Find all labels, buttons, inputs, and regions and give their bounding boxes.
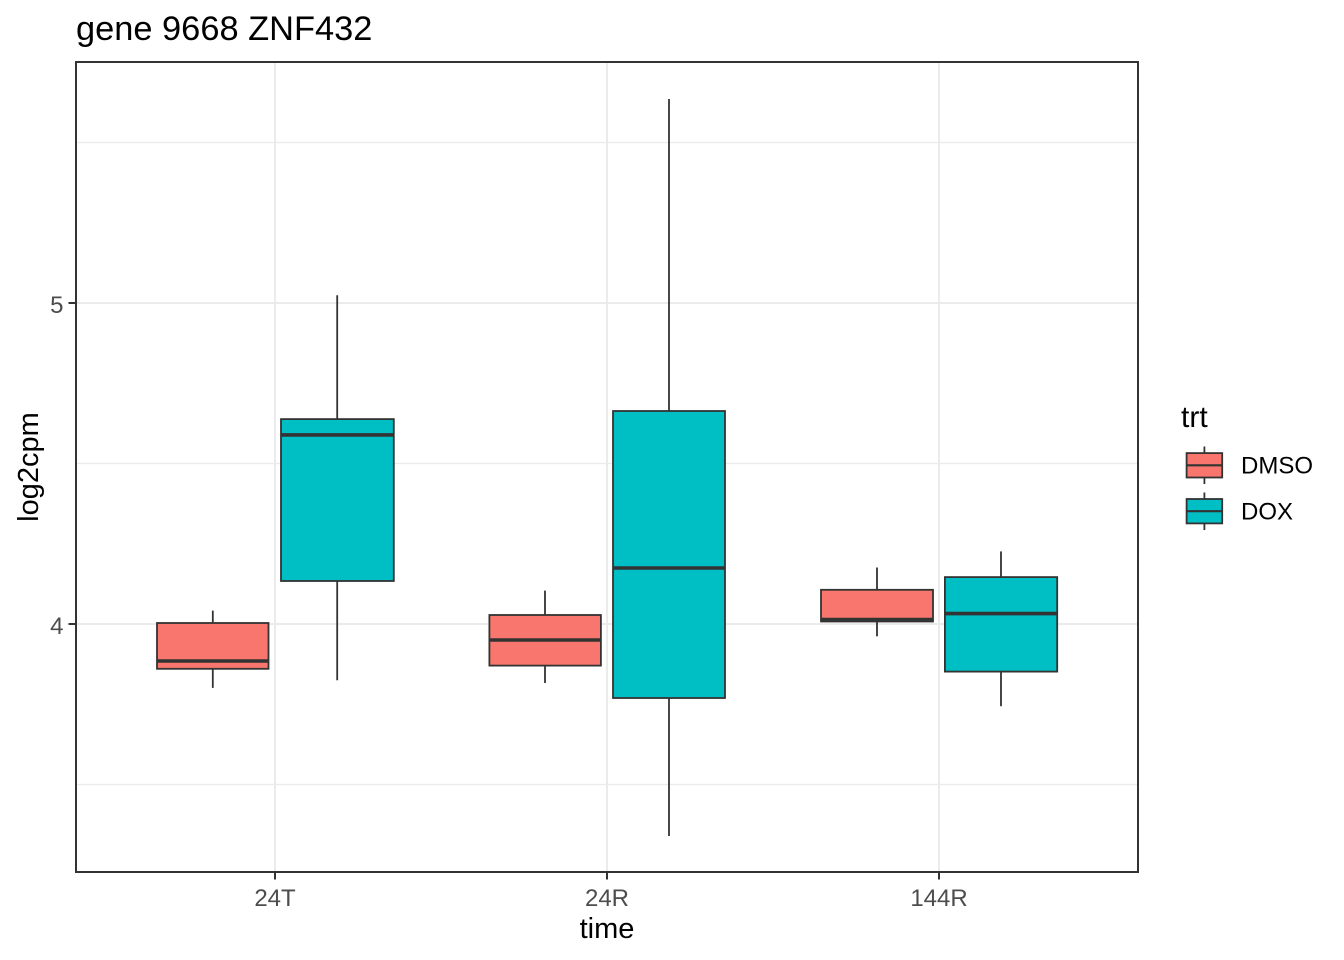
svg-text:log2cpm: log2cpm	[13, 412, 45, 522]
svg-text:DOX: DOX	[1241, 499, 1293, 526]
svg-text:DMSO: DMSO	[1241, 453, 1313, 480]
svg-text:gene 9668 ZNF432: gene 9668 ZNF432	[76, 10, 372, 48]
svg-text:trt: trt	[1181, 401, 1208, 434]
svg-text:time: time	[580, 913, 635, 945]
svg-text:4: 4	[50, 613, 63, 640]
svg-text:24T: 24T	[254, 885, 296, 912]
svg-text:24R: 24R	[585, 885, 629, 912]
svg-text:144R: 144R	[910, 885, 967, 912]
svg-text:5: 5	[50, 292, 63, 319]
